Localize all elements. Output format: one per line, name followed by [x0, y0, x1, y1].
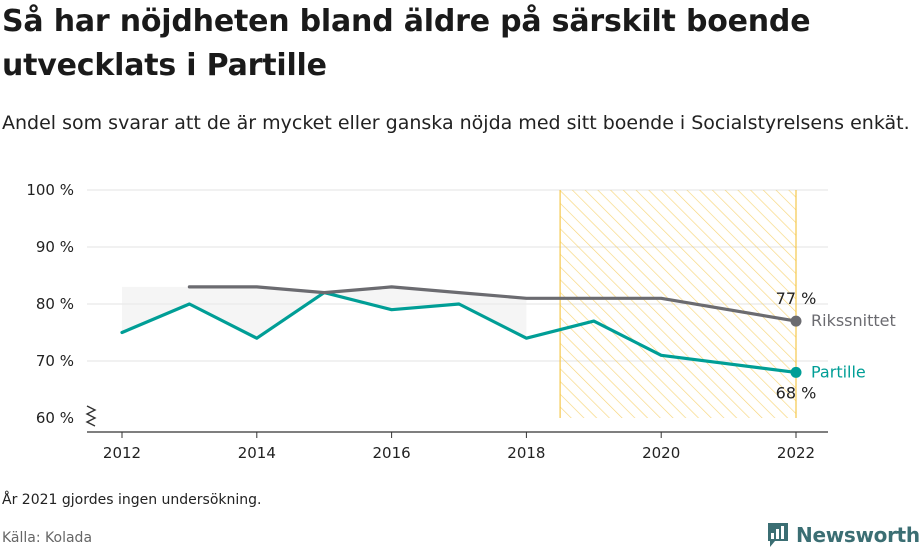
series-value-label: 68 % — [776, 383, 817, 402]
highlight-layer — [559, 190, 797, 418]
label-layer: Partille 68 % Rikssnittet 77 % — [776, 289, 896, 402]
chart-subtitle: Andel som svarar att de är mycket eller … — [2, 112, 910, 134]
axis-layer: 100 % 90 % 80 % 70 % 60 % 2012 2014 2016 2018 202… — [26, 181, 828, 462]
y-tick-label: 60 % — [36, 409, 74, 427]
axis-break-symbol — [85, 405, 97, 427]
highlight-area — [560, 190, 796, 418]
difference-band — [122, 286, 527, 339]
brand-logo: Newsworthy — [766, 520, 920, 550]
series-name-label: Rikssnittet — [811, 311, 896, 330]
series-endpoint-marker — [790, 366, 802, 378]
chart-title: Så har nöjdheten bland äldre på särskilt… — [2, 4, 811, 83]
y-tick-label: 70 % — [36, 352, 74, 370]
series-endpoint-marker — [790, 315, 802, 327]
band-layer — [122, 286, 527, 339]
x-tick-label: 2016 — [373, 444, 411, 462]
y-tick-label: 80 % — [36, 295, 74, 313]
y-tick-label: 100 % — [26, 181, 74, 199]
newsworthy-icon — [768, 523, 788, 547]
brand-name: Newsworthy — [796, 523, 920, 547]
series-layer — [120, 285, 802, 378]
footnote: År 2021 gjordes ingen undersökning. — [2, 492, 262, 508]
x-tick-label: 2022 — [777, 444, 815, 462]
series-name-label: Partille — [811, 362, 866, 381]
x-tick-label: 2012 — [103, 444, 141, 462]
source-text: Källa: Kolada — [2, 530, 93, 546]
series-value-label: 77 % — [776, 289, 817, 308]
series-line — [187, 285, 798, 323]
series-line — [120, 291, 798, 374]
y-tick-label: 90 % — [36, 238, 74, 256]
x-tick-label: 2018 — [507, 444, 545, 462]
x-tick-label: 2014 — [238, 444, 276, 462]
x-tick-label: 2020 — [642, 444, 680, 462]
